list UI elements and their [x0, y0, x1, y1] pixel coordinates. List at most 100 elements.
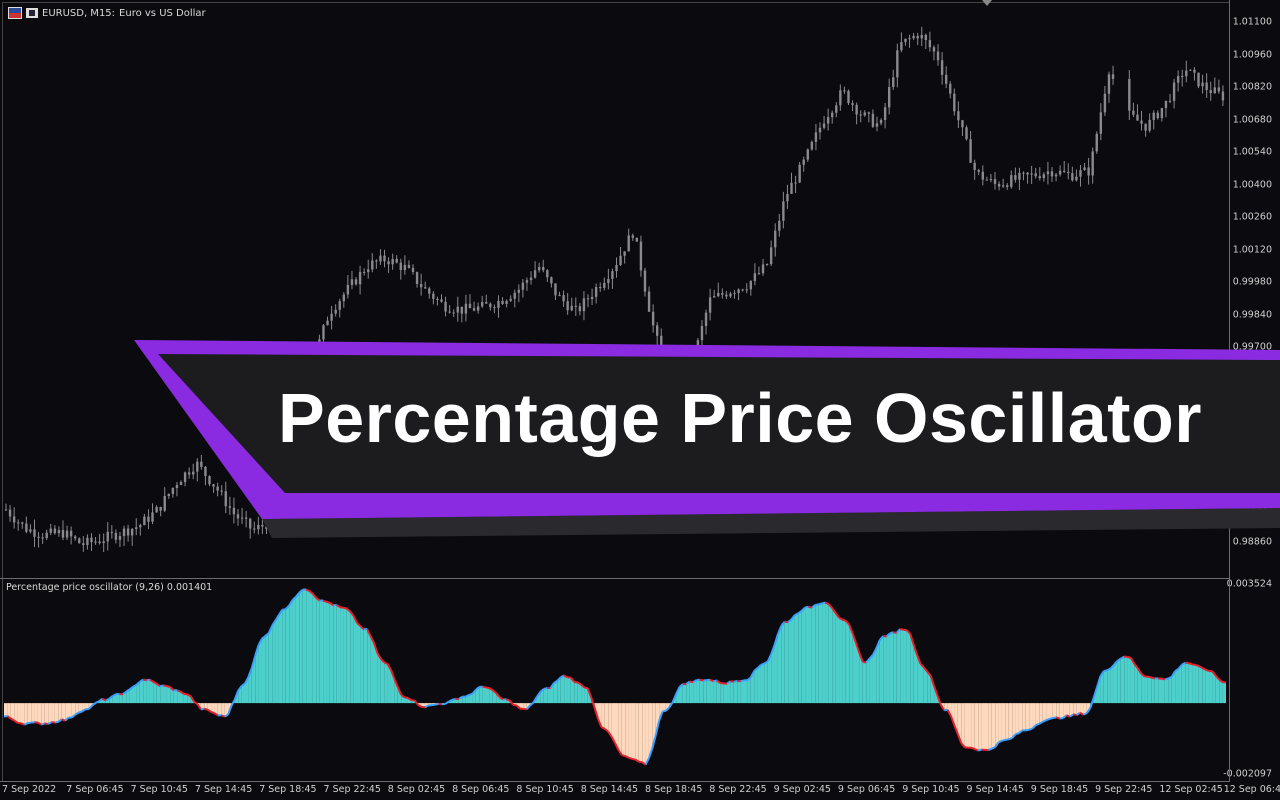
oscillator-positive-area [1188, 663, 1193, 704]
oscillator-line-segment [675, 686, 681, 695]
oscillator-negative-area [7, 703, 11, 719]
oscillator-line-segment [662, 709, 667, 713]
oscillator-line-segment [834, 612, 840, 619]
candle-body [1006, 185, 1009, 187]
oscillator-line-segment [482, 685, 487, 689]
candle-body [643, 270, 647, 292]
oscillator-positive-area [292, 596, 296, 704]
oscillator-line-segment [207, 708, 212, 713]
oscillator-line-segment [451, 697, 456, 701]
candle-body [1050, 171, 1054, 177]
oscillator-positive-area [825, 602, 829, 704]
candle-body [513, 292, 516, 299]
oscillator-line-segment [1109, 664, 1115, 670]
oscillator-positive-area [1103, 670, 1108, 704]
candle-body [277, 500, 280, 512]
candle-body [228, 506, 232, 508]
chart-type-icon[interactable] [26, 8, 38, 18]
chart-shift-marker[interactable] [982, 0, 992, 6]
pane-separator[interactable] [0, 578, 1230, 579]
oscillator-line-segment [179, 690, 185, 695]
candle-body [371, 260, 374, 270]
chart-header: EURUSD, M15: Euro vs US Dollar [8, 7, 206, 19]
candle-body [261, 524, 264, 527]
oscillator-negative-area [1073, 703, 1077, 716]
oscillator-line-segment [797, 610, 803, 615]
oscillator-line-segment [621, 754, 626, 758]
oscillator-negative-area [1025, 703, 1030, 731]
oscillator-line-segment [936, 695, 942, 706]
oscillator-line-segment [400, 693, 406, 699]
oscillator-positive-area [862, 661, 867, 704]
candle-body [1034, 173, 1037, 177]
oscillator-negative-area [1001, 703, 1006, 741]
candle-body [41, 537, 44, 539]
oscillator-line-segment [1177, 664, 1183, 670]
oscillator-line-segment [1211, 670, 1217, 677]
oscillator-positive-area [699, 679, 704, 704]
oscillator-line-segment [193, 700, 199, 706]
flag-icon[interactable] [8, 7, 22, 19]
oscillator-line-segment [41, 722, 46, 726]
price-axis-label: 1.00960 [1232, 49, 1272, 60]
oscillator-line-segment [10, 717, 15, 722]
candle-body [204, 466, 207, 477]
oscillator-line-segment [685, 680, 691, 685]
oscillator-positive-area [1154, 678, 1159, 704]
oscillator-line-segment [991, 746, 996, 750]
oscillator-positive-area [149, 679, 154, 704]
oscillator-line-segment [628, 756, 633, 760]
candle-body [69, 530, 73, 537]
price-axis-label: 0.98860 [1232, 536, 1272, 548]
chart-frame-left [2, 2, 3, 781]
oscillator-positive-area [268, 625, 273, 704]
candle-body [826, 117, 830, 124]
oscillator-line-segment [336, 604, 341, 609]
oscillator-line-segment [139, 678, 144, 683]
oscillator-line-segment [485, 686, 490, 690]
oscillator-line-segment [152, 680, 158, 685]
oscillator-line-segment [577, 681, 582, 686]
oscillator-positive-area [903, 629, 907, 704]
candle-body [920, 34, 923, 39]
oscillator-line-segment [875, 639, 881, 649]
candle-body [281, 483, 284, 501]
oscillator-chart[interactable] [0, 578, 1280, 782]
oscillator-negative-area [618, 703, 622, 756]
oscillator-positive-area [764, 661, 768, 704]
candle-body [957, 111, 960, 121]
oscillator-line-segment [404, 696, 409, 699]
oscillator-line-segment [909, 633, 915, 646]
oscillator-positive-area [160, 685, 164, 704]
candle-body [875, 123, 879, 127]
oscillator-negative-area [4, 703, 8, 717]
oscillator-line-segment [624, 755, 630, 759]
oscillator-positive-area [1175, 668, 1179, 704]
oscillator-negative-area [1032, 703, 1036, 729]
oscillator-positive-area [866, 658, 870, 704]
oscillator-line-segment [492, 689, 497, 694]
oscillator-positive-area [811, 604, 816, 704]
price-chart[interactable] [0, 0, 1280, 578]
oscillator-line-segment [773, 633, 779, 646]
oscillator-negative-area [611, 703, 615, 744]
oscillator-positive-area [265, 633, 269, 704]
candle-body [977, 169, 980, 172]
oscillator-line-segment [241, 682, 246, 687]
candle-body [236, 514, 240, 519]
oscillator-negative-area [20, 703, 25, 725]
oscillator-negative-area [71, 703, 76, 718]
candle-body [1058, 170, 1062, 175]
oscillator-negative-area [1029, 703, 1033, 730]
candle-body [501, 300, 504, 305]
oscillator-positive-area [1134, 663, 1138, 704]
candle-body [489, 303, 492, 308]
oscillator-line-segment [88, 704, 93, 710]
oscillator-line-segment [671, 693, 678, 703]
oscillator-line-segment [176, 689, 181, 693]
oscillator-positive-area [832, 608, 836, 704]
candle-body [1172, 82, 1176, 101]
candle-body [1079, 170, 1082, 177]
candle-body [554, 283, 557, 296]
oscillator-negative-area [988, 703, 992, 751]
